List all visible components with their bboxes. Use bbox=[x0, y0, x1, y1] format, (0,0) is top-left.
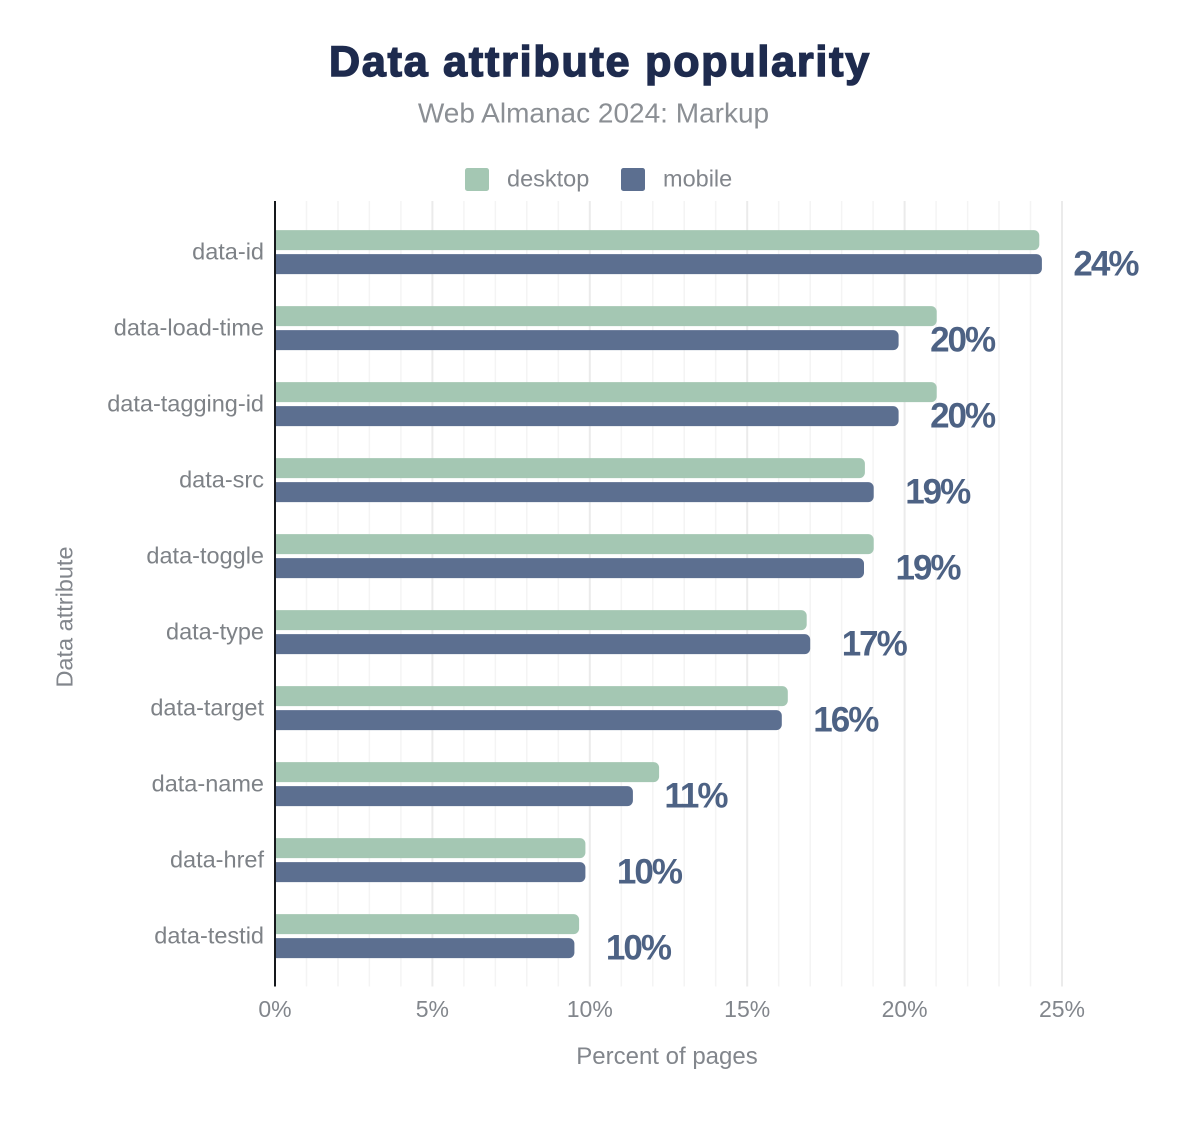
svg-text:data-tagging-id: data-tagging-id bbox=[107, 391, 264, 417]
svg-text:data-name: data-name bbox=[152, 771, 264, 797]
svg-text:data-target: data-target bbox=[150, 695, 264, 721]
svg-text:19%: 19% bbox=[896, 548, 962, 587]
svg-text:data-href: data-href bbox=[170, 847, 265, 873]
svg-text:Web Almanac 2024: Markup: Web Almanac 2024: Markup bbox=[418, 98, 769, 129]
svg-text:10%: 10% bbox=[606, 928, 672, 967]
svg-text:mobile: mobile bbox=[663, 166, 732, 192]
svg-text:16%: 16% bbox=[813, 700, 879, 739]
svg-text:data-testid: data-testid bbox=[154, 923, 264, 949]
svg-text:20%: 20% bbox=[930, 396, 996, 435]
svg-text:data-load-time: data-load-time bbox=[114, 315, 264, 341]
svg-text:data-id: data-id bbox=[192, 239, 264, 265]
svg-text:11%: 11% bbox=[664, 776, 728, 815]
svg-text:desktop: desktop bbox=[507, 166, 589, 192]
svg-text:data-type: data-type bbox=[166, 619, 264, 645]
svg-text:20%: 20% bbox=[882, 996, 928, 1022]
svg-text:20%: 20% bbox=[930, 320, 996, 359]
svg-text:15%: 15% bbox=[724, 996, 770, 1022]
svg-text:data-toggle: data-toggle bbox=[146, 543, 264, 569]
svg-text:10%: 10% bbox=[567, 996, 613, 1022]
svg-text:24%: 24% bbox=[1073, 244, 1139, 283]
svg-text:Data attribute popularity: Data attribute popularity bbox=[329, 38, 871, 86]
svg-text:Data attribute: Data attribute bbox=[52, 546, 78, 687]
svg-text:data-src: data-src bbox=[179, 467, 264, 493]
svg-text:25%: 25% bbox=[1039, 996, 1085, 1022]
svg-text:0%: 0% bbox=[258, 996, 291, 1022]
svg-text:19%: 19% bbox=[905, 472, 971, 511]
svg-text:17%: 17% bbox=[842, 624, 908, 663]
svg-text:10%: 10% bbox=[617, 852, 683, 891]
svg-text:Percent of pages: Percent of pages bbox=[576, 1043, 757, 1070]
svg-text:5%: 5% bbox=[416, 996, 449, 1022]
